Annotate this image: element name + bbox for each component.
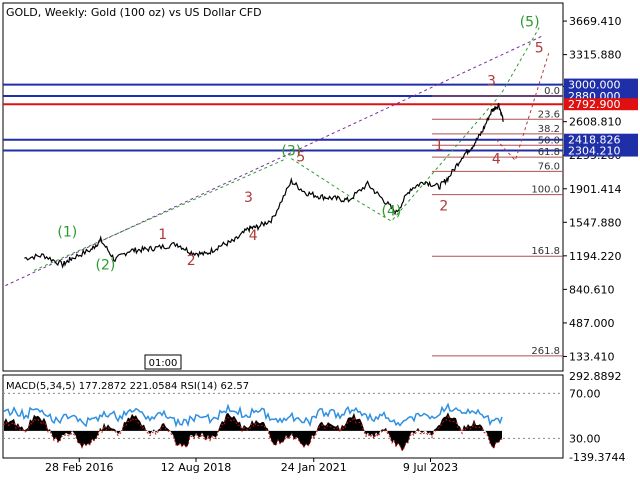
price-tick-label: 487.000 bbox=[569, 317, 615, 330]
wave-label: 2 bbox=[187, 253, 196, 269]
wave-label: 5 bbox=[535, 40, 544, 56]
time-tick-label: 28 Feb 2016 bbox=[45, 461, 113, 474]
wave-label: 1 bbox=[435, 138, 444, 154]
fib-label: 76.0 bbox=[538, 161, 560, 172]
fib-label: 100.0 bbox=[531, 185, 560, 196]
level-tag-label: 3000.000 bbox=[568, 79, 621, 92]
wave-label: (2) bbox=[96, 258, 116, 274]
price-tick-label: 1547.880 bbox=[569, 216, 622, 229]
wave-label: (5) bbox=[520, 15, 540, 31]
price-tick-label: 2608.810 bbox=[569, 116, 622, 129]
price-tick-label: 840.610 bbox=[569, 283, 615, 296]
wave-label: 4 bbox=[249, 228, 258, 244]
fib-label: 261.8 bbox=[531, 346, 560, 357]
fib-label: 161.8 bbox=[531, 246, 560, 257]
wave-label: 1 bbox=[158, 227, 167, 243]
time-tick-label: 24 Jan 2021 bbox=[281, 461, 347, 474]
price-tick-label: 1901.414 bbox=[569, 183, 622, 196]
wave-label: 2 bbox=[439, 199, 448, 215]
chart-title: GOLD, Weekly: Gold (100 oz) vs US Dollar… bbox=[6, 6, 262, 19]
price-tick-label: 3315.880 bbox=[569, 49, 622, 62]
wave-labels-group: (1)(2)(3)(4)(5)51234512345 bbox=[57, 15, 544, 274]
level-tag bbox=[564, 144, 638, 157]
time-label: 01:00 bbox=[149, 358, 178, 369]
fib-label: 61.8 bbox=[538, 147, 560, 158]
wave-label: 3 bbox=[487, 74, 496, 90]
fib-label: 23.6 bbox=[538, 109, 560, 120]
level-tag-label: 2418.826 bbox=[568, 134, 621, 147]
channel-line-green bbox=[33, 158, 287, 271]
price-line bbox=[24, 103, 504, 269]
fib-label: 38.2 bbox=[538, 124, 560, 135]
indicator-tick-label: 70.00 bbox=[569, 387, 601, 400]
time-label-box: 01:00 bbox=[144, 354, 182, 370]
indicator-label: MACD(5,34,5) 177.2872 221.0584 RSI(14) 6… bbox=[6, 381, 249, 392]
wave-label: (1) bbox=[57, 224, 77, 240]
wave-label: (4) bbox=[382, 203, 402, 219]
indicator-tick-label: 292.8892 bbox=[569, 370, 622, 383]
level-tag bbox=[564, 133, 638, 146]
macd-signal-line bbox=[3, 415, 503, 452]
fibonacci-group: 0.0 23.6 38.250.061.8 76.0 100.0 161.8 261.8 bbox=[431, 86, 563, 357]
fib-label: 50.0 bbox=[538, 135, 560, 146]
fib-label: 0.0 bbox=[544, 86, 560, 97]
indicator-group: 292.8892 70.00 30.00 -139.3744 bbox=[3, 370, 625, 464]
time-tick-label: 12 Aug 2018 bbox=[161, 461, 231, 474]
level-tag bbox=[564, 78, 638, 91]
price-tick-label: 3669.410 bbox=[569, 15, 622, 28]
guide-lines-group bbox=[5, 27, 550, 287]
time-tick-label: 9 Jul 2023 bbox=[403, 461, 458, 474]
indicator-pane-border bbox=[2, 374, 564, 459]
price-tick-label: 1194.220 bbox=[569, 250, 622, 263]
wave-path-red bbox=[495, 53, 550, 162]
level-tag-label: 2304.210 bbox=[568, 145, 621, 158]
indicator-tick-label: -139.3744 bbox=[569, 451, 625, 464]
level-tag-label: 2792.900 bbox=[568, 98, 621, 111]
time-axis: 28 Feb 2016 12 Aug 2018 24 Jan 2021 9 Jul 2… bbox=[45, 458, 458, 474]
wave-label: 4 bbox=[492, 151, 501, 167]
indicator-tick-label: 30.00 bbox=[569, 432, 601, 445]
price-tick-label: 133.410 bbox=[569, 350, 615, 363]
rsi-line bbox=[3, 402, 503, 428]
wave-label: 5 bbox=[296, 149, 305, 165]
price-pane-border bbox=[2, 2, 564, 372]
price-series-group bbox=[24, 103, 504, 269]
wave-label: 3 bbox=[244, 190, 253, 206]
level-tag bbox=[564, 98, 638, 111]
wave-label: (3) bbox=[281, 144, 301, 160]
